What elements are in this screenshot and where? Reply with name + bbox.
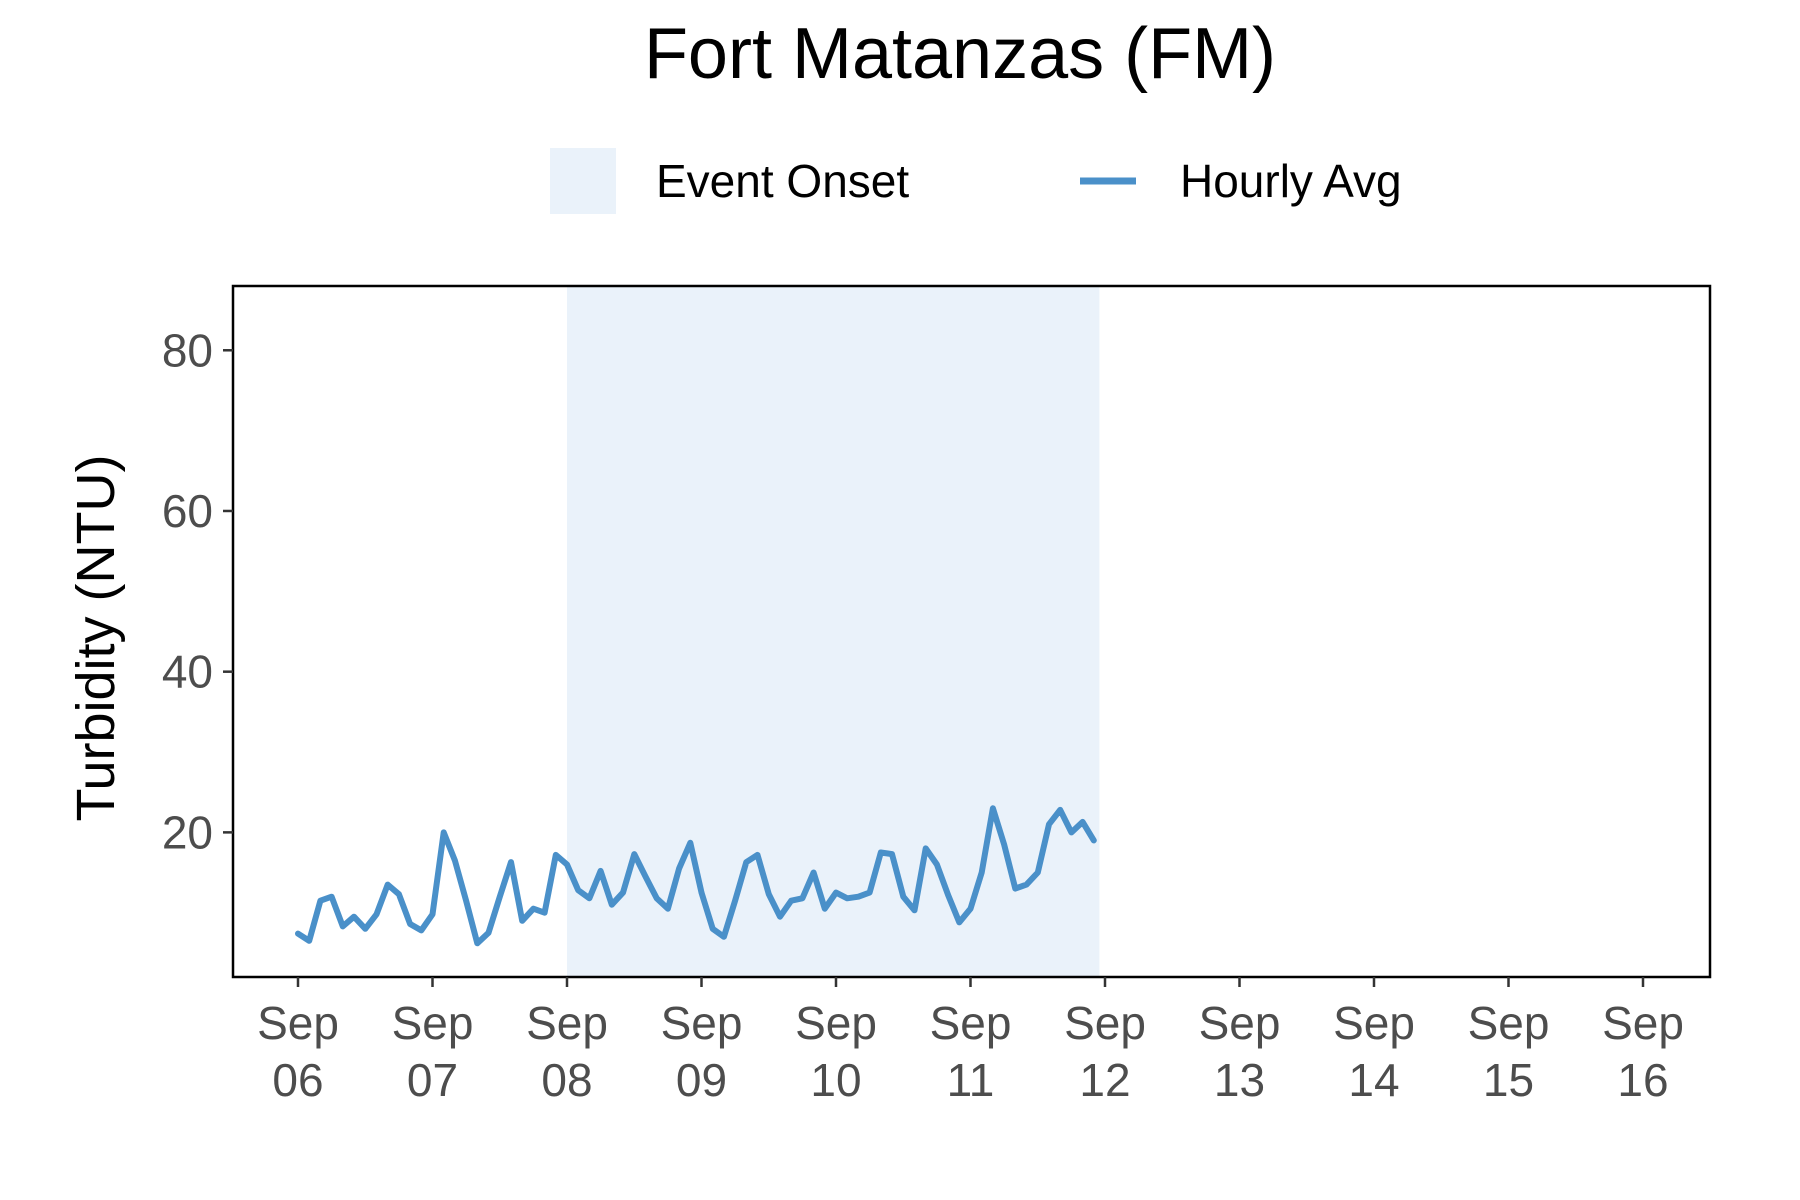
x-tick-label: Sep — [1333, 997, 1415, 1049]
x-axis: Sep06Sep07Sep08Sep09Sep10Sep11Sep12Sep13… — [257, 977, 1684, 1106]
legend-label-event-onset: Event Onset — [656, 155, 909, 207]
x-tick-label: 13 — [1214, 1054, 1265, 1106]
y-tick-label: 60 — [162, 485, 213, 537]
x-tick-label: 14 — [1348, 1054, 1399, 1106]
x-tick-label: Sep — [526, 997, 608, 1049]
x-tick-label: Sep — [392, 997, 474, 1049]
x-tick-label: Sep — [1468, 997, 1550, 1049]
x-tick-label: Sep — [795, 997, 877, 1049]
x-tick-label: 11 — [947, 1054, 995, 1106]
plot-area — [231, 284, 1712, 979]
x-tick-label: Sep — [1064, 997, 1146, 1049]
y-axis-title: Turbidity (NTU) — [66, 454, 126, 821]
legend-key-event-onset — [550, 148, 616, 214]
x-tick-label: 16 — [1617, 1054, 1668, 1106]
x-tick-label: Sep — [1199, 997, 1281, 1049]
legend-label-hourly-avg: Hourly Avg — [1180, 155, 1402, 207]
x-tick-label: 09 — [676, 1054, 727, 1106]
legend: Event Onset Hourly Avg — [550, 148, 1402, 214]
y-tick-label: 20 — [162, 806, 213, 858]
x-tick-label: 08 — [541, 1054, 592, 1106]
x-tick-label: 10 — [810, 1054, 861, 1106]
y-axis: 20 40 60 80 — [162, 324, 233, 858]
x-tick-label: 07 — [407, 1054, 458, 1106]
hourly-avg-line — [295, 805, 1097, 947]
x-tick-label: 06 — [272, 1054, 323, 1106]
y-tick-label: 40 — [162, 646, 213, 698]
x-tick-label: 12 — [1079, 1054, 1130, 1106]
x-tick-label: Sep — [257, 997, 339, 1049]
chart-title: Fort Matanzas (FM) — [644, 14, 1276, 94]
x-tick-label: Sep — [661, 997, 743, 1049]
x-tick-label: 15 — [1483, 1054, 1534, 1106]
x-tick-label: Sep — [1602, 997, 1684, 1049]
y-tick-label: 80 — [162, 324, 213, 376]
x-tick-label: Sep — [930, 997, 1012, 1049]
